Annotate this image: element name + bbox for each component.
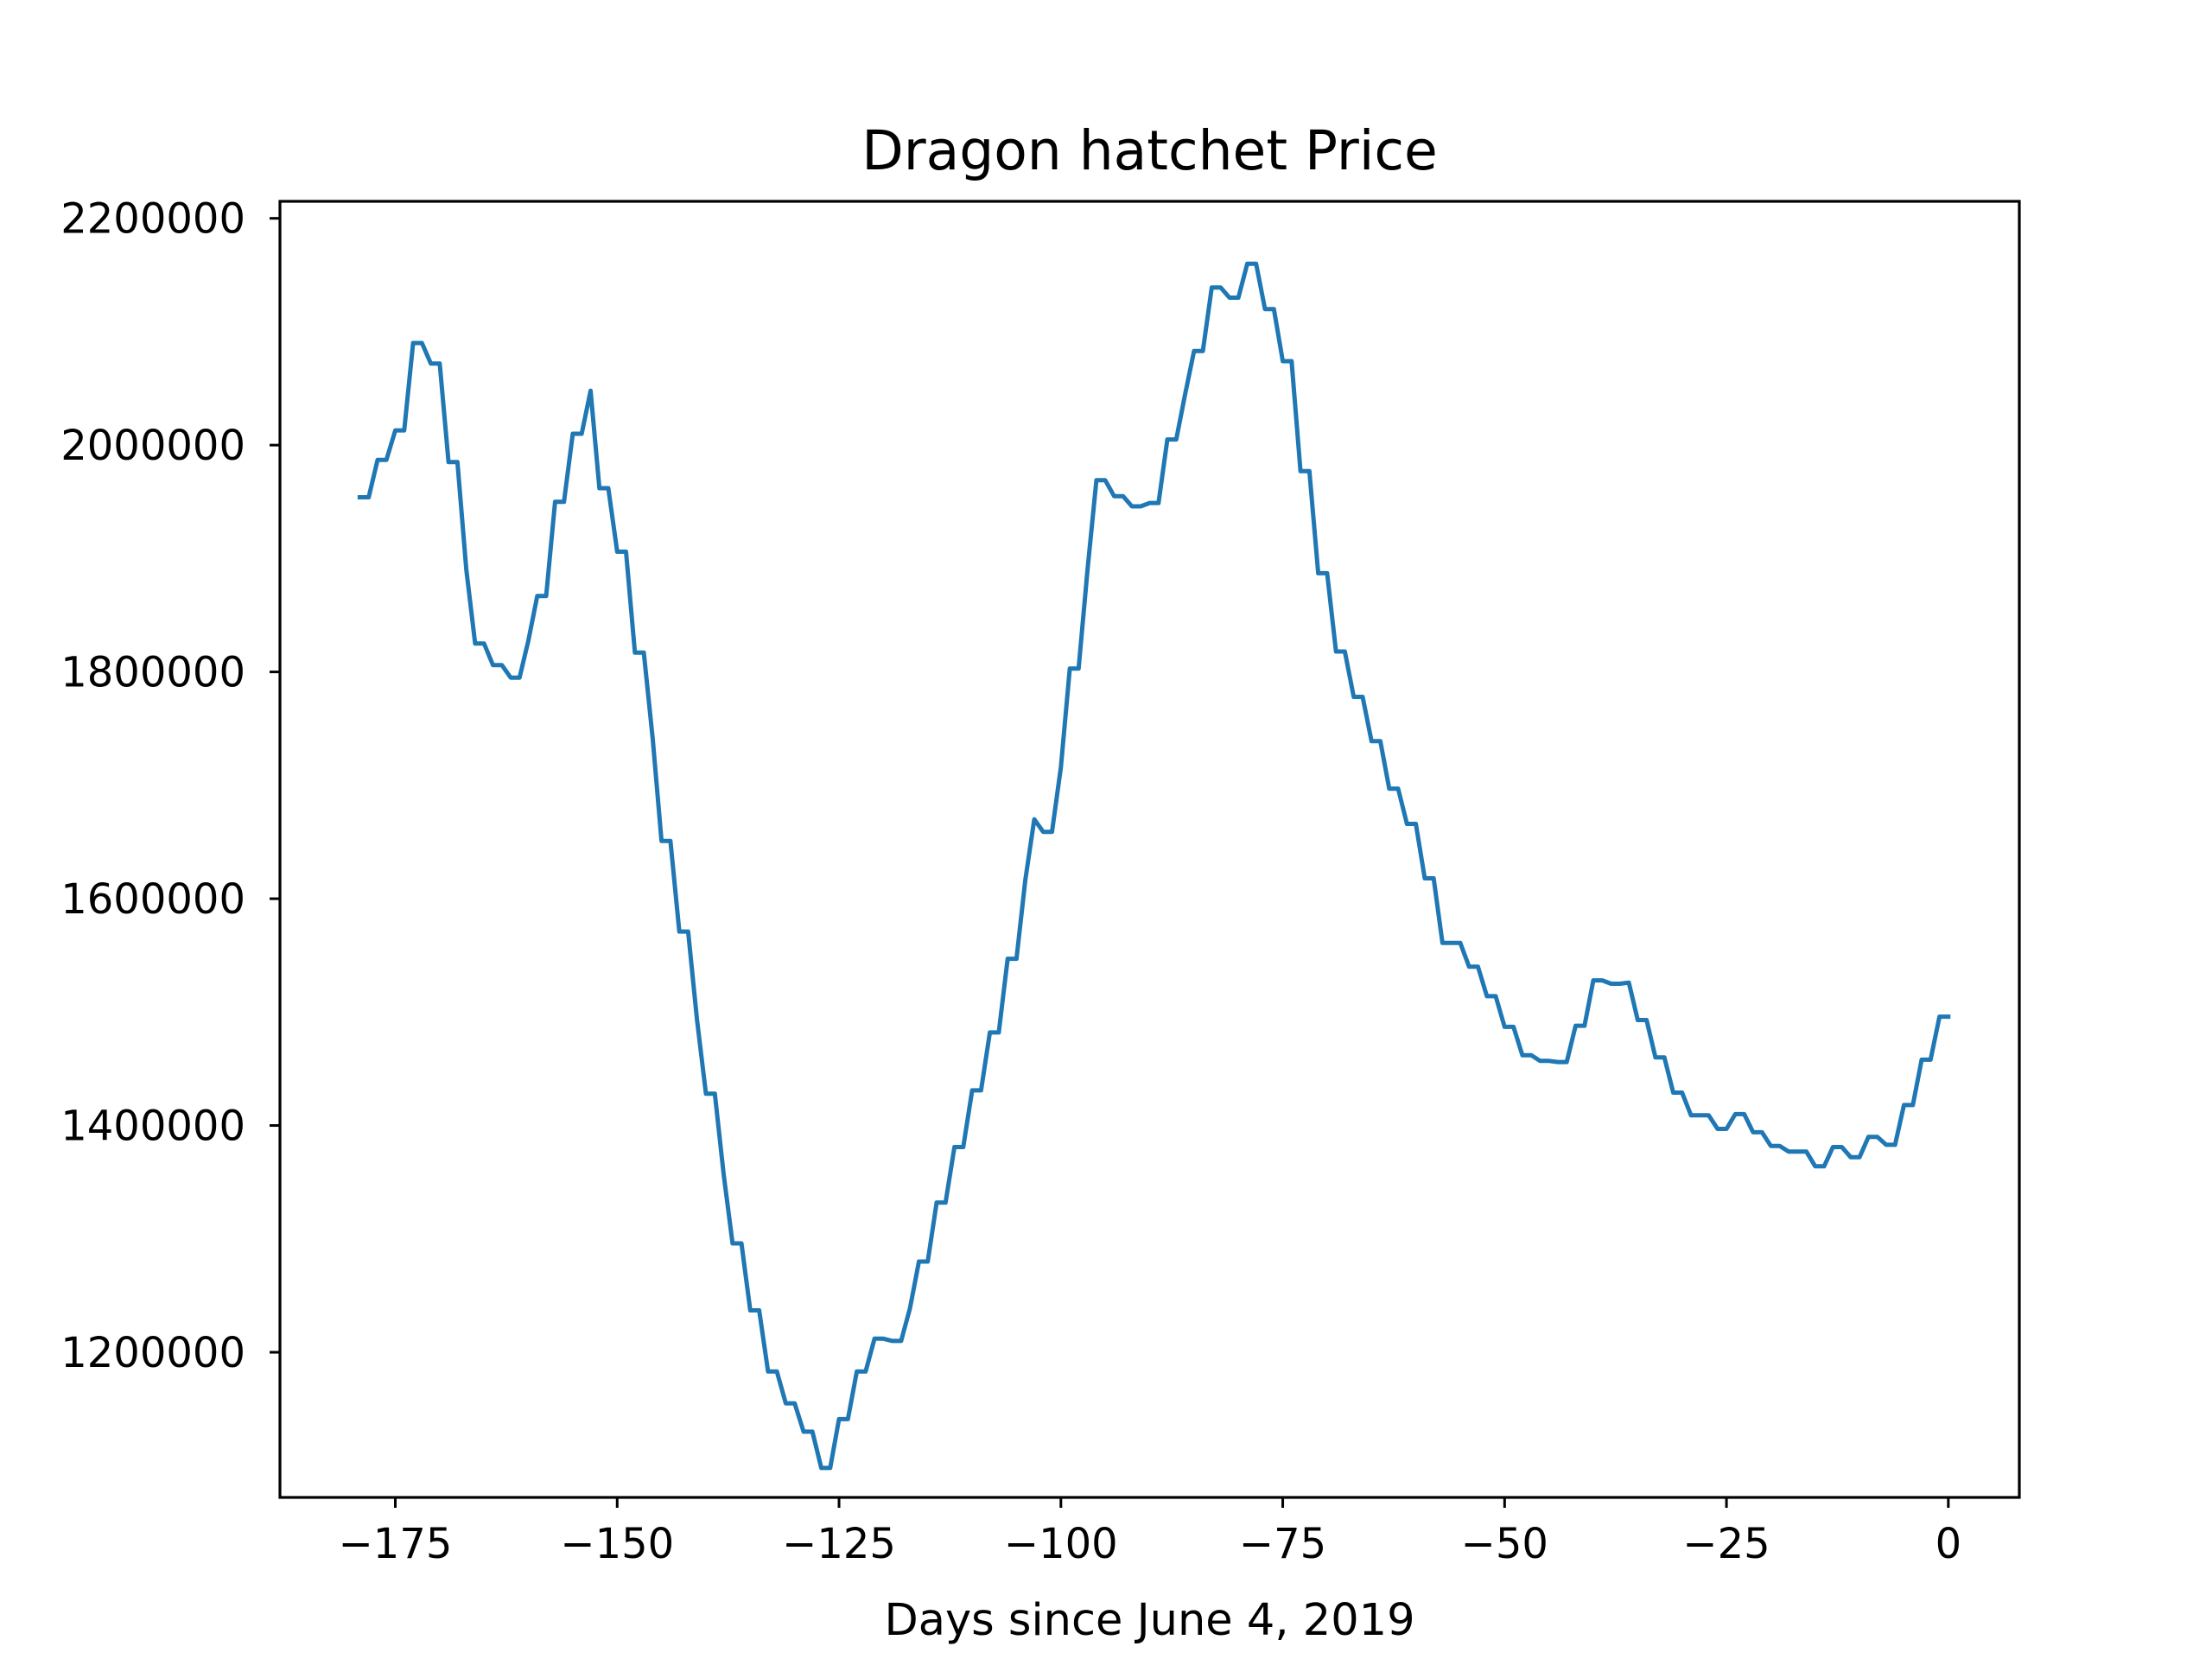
y-tick-label: 2000000 xyxy=(60,422,245,470)
y-tick-label: 1200000 xyxy=(60,1329,245,1377)
x-tick-label: −125 xyxy=(782,1520,896,1568)
x-axis-label: Days since June 4, 2019 xyxy=(884,1595,1414,1646)
y-tick-label: 2200000 xyxy=(60,195,245,244)
y-tick-label: 1800000 xyxy=(60,649,245,697)
chart-title: Dragon hatchet Price xyxy=(861,119,1437,182)
axes-frame xyxy=(278,200,2021,1499)
x-tick-label: −50 xyxy=(1461,1520,1548,1568)
x-tick-label: −75 xyxy=(1239,1520,1326,1568)
y-tick-label: 1400000 xyxy=(60,1103,245,1151)
y-tick-label: 1600000 xyxy=(60,875,245,924)
x-tick-label: −150 xyxy=(560,1520,674,1568)
x-tick-label: 0 xyxy=(1936,1520,1962,1568)
x-tick-label: −100 xyxy=(1004,1520,1118,1568)
price-series-line xyxy=(357,261,1951,1471)
x-tick-label: −25 xyxy=(1682,1520,1770,1568)
x-axis: −175 −150 −125 −100 −75 −50 −25 0 xyxy=(339,1497,1962,1568)
x-tick-label: −175 xyxy=(339,1520,453,1568)
y-axis: 1200000 1400000 1600000 1800000 2000000 22000… xyxy=(60,195,280,1377)
